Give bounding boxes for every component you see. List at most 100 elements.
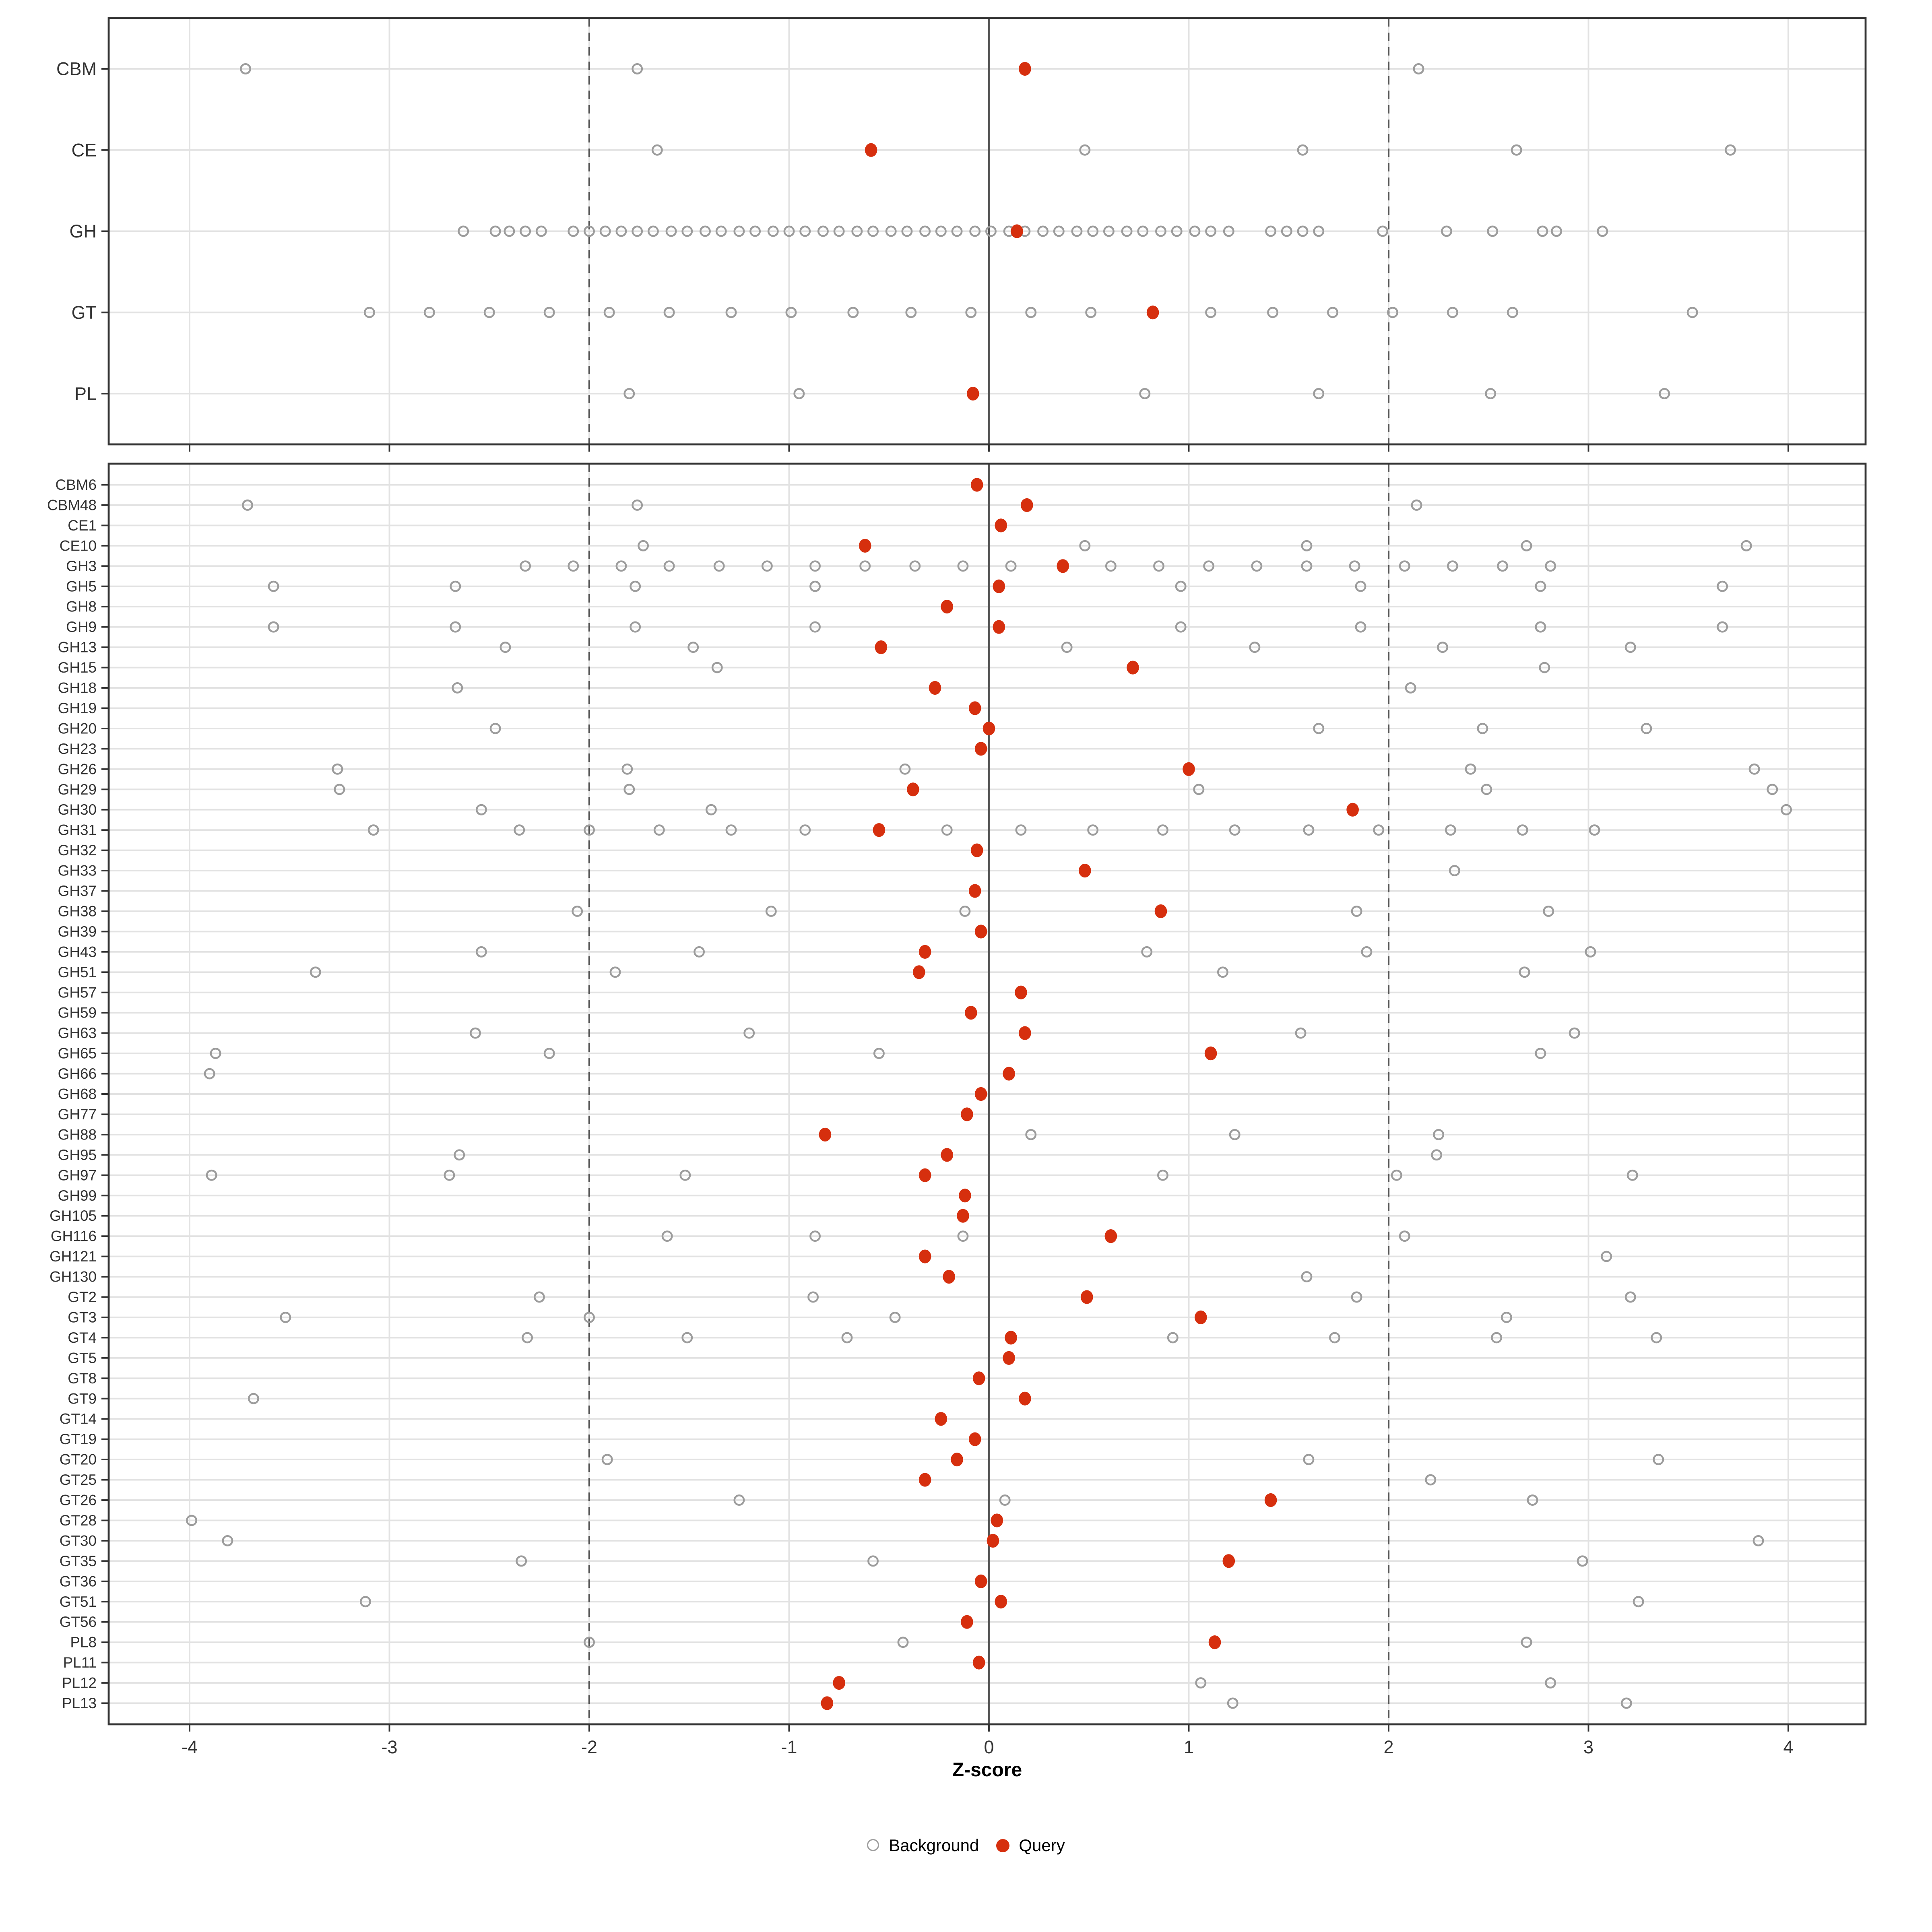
background-point [783,225,795,237]
background-point [687,642,699,653]
row-label: PL11 [63,1654,97,1671]
background-point [1477,722,1488,734]
query-point [1003,1351,1015,1365]
row-label: GH39 [58,923,97,940]
query-point [819,1127,832,1141]
background-point [1405,682,1416,694]
background-point [204,1068,215,1080]
row-label: GT3 [68,1309,97,1325]
background-point [1087,824,1099,836]
row-label: GT20 [60,1451,97,1468]
background-point [847,307,859,318]
background-point [767,225,779,237]
query-point [919,945,931,959]
row-label: GH97 [58,1167,97,1183]
background-point [965,307,977,318]
background-point [1157,824,1168,836]
query-point [1222,1554,1235,1568]
background-point [1203,560,1215,572]
background-point [1167,1332,1179,1344]
row-label: GH43 [58,943,97,960]
background-point [1519,966,1530,978]
background-point [423,307,435,318]
background-point [584,1311,595,1323]
row-label: GT35 [60,1553,97,1569]
background-point [1155,225,1166,237]
query-point [873,823,886,837]
row-label: GH32 [58,842,97,859]
background-point [186,1515,197,1526]
background-point [715,225,727,237]
background-point [941,824,953,836]
background-point [470,1027,481,1039]
background-point [1301,1271,1313,1282]
background-point [1141,946,1153,958]
background-point [841,1332,853,1344]
background-point [1511,144,1522,156]
row-label: GT9 [68,1390,97,1407]
query-point [974,1574,987,1588]
background-point [711,662,723,673]
row-label: GH95 [58,1147,97,1163]
background-point [859,560,871,572]
background-point [1313,225,1325,237]
background-point [1329,1332,1340,1344]
row-label: GH63 [58,1025,97,1041]
row-label: GH23 [58,741,97,757]
row-label: CBM48 [47,497,97,513]
x-tick-label: 1 [1184,1737,1194,1757]
row-label: GH116 [51,1228,97,1245]
background-point [1085,307,1097,318]
background-point [867,225,879,237]
background-point [603,307,615,318]
background-point [1589,824,1600,836]
query-point [1264,1493,1277,1507]
background-point [1175,580,1187,592]
background-point [725,307,737,318]
background-point [663,307,675,318]
background-point [535,225,547,237]
background-point [1157,1169,1168,1181]
query-point [1127,661,1139,675]
background-point [1189,225,1201,237]
row-label: GH5 [66,578,97,594]
background-point [899,763,911,775]
background-point [1781,804,1792,815]
background-point [833,225,845,237]
background-point [809,560,821,572]
background-point [999,1494,1011,1506]
query-point [1079,863,1091,878]
query-point [1194,1310,1207,1325]
background-point [543,307,555,318]
background-point [1053,225,1065,237]
query-point [859,539,871,553]
row-label: GH66 [58,1065,97,1082]
row-label: GH130 [50,1269,97,1285]
background-point [905,307,917,318]
query-point [865,143,877,157]
background-point [621,763,633,775]
query-legend-icon [996,1838,1009,1852]
query-point [991,1513,1003,1527]
query-point [987,1534,999,1548]
background-point [450,580,461,592]
row-label: GT56 [60,1614,97,1630]
background-point [572,906,583,917]
background-point [1297,144,1309,156]
background-point [483,307,495,318]
background-point [543,1048,555,1059]
row-label: PL8 [70,1634,97,1651]
background-point [761,560,773,572]
background-point [1387,307,1398,318]
background-point [1521,540,1532,551]
background-point [1641,722,1652,734]
background-point [1535,621,1546,633]
row-label: CE10 [60,537,97,554]
background-point [1103,225,1115,237]
background-point [334,784,345,795]
row-label: GT36 [60,1573,97,1589]
background-point [647,225,659,237]
background-point [475,946,487,958]
background-point [268,621,279,633]
background-point [1624,1291,1636,1303]
